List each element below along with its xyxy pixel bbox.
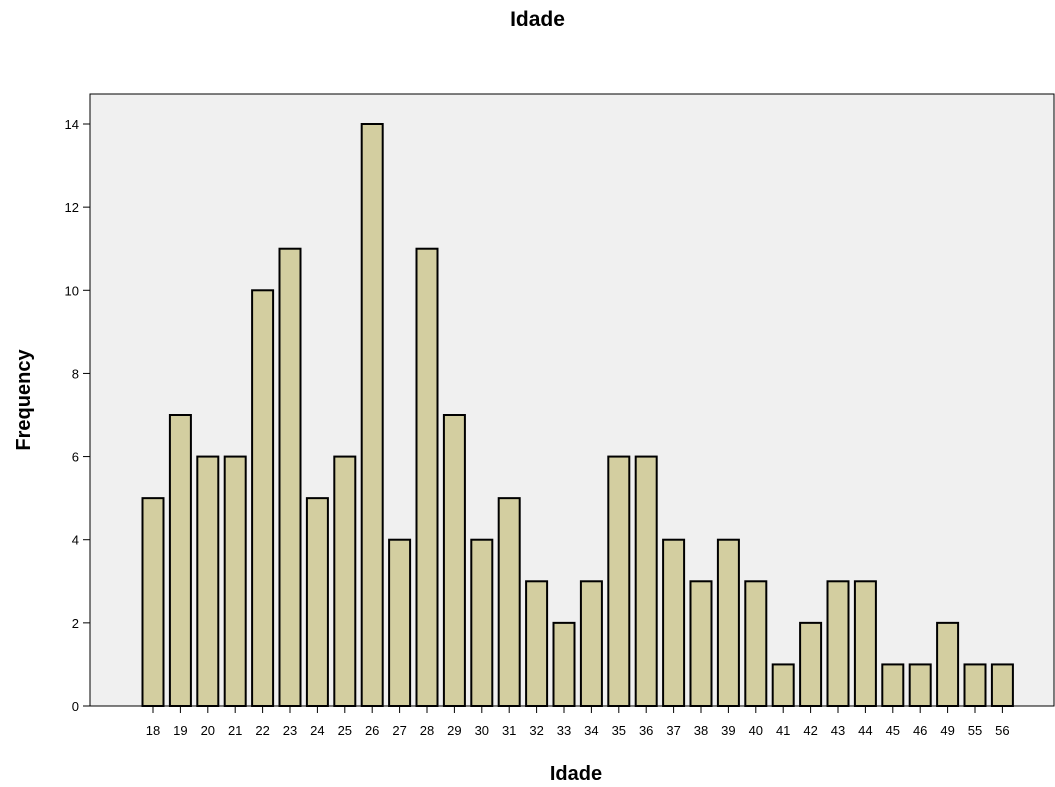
x-tick-label: 44 — [858, 723, 872, 738]
plot-area — [89, 93, 1055, 707]
x-tick-label: 19 — [173, 723, 187, 738]
x-tick-label: 21 — [228, 723, 242, 738]
bar-24 — [305, 497, 329, 707]
x-tick-label: 49 — [940, 723, 954, 738]
bar-21 — [223, 455, 247, 708]
bar-32 — [525, 580, 549, 707]
x-tick-label: 35 — [612, 723, 626, 738]
y-tick-label: 2 — [72, 616, 79, 631]
bar-39 — [716, 538, 740, 708]
x-tick-label: 43 — [831, 723, 845, 738]
bar-43 — [826, 580, 850, 707]
y-tick-label: 4 — [72, 533, 79, 548]
x-tick-label: 31 — [502, 723, 516, 738]
bar-28 — [415, 247, 439, 707]
bar-46 — [908, 663, 932, 708]
bar-31 — [497, 497, 521, 707]
bar-41 — [771, 663, 795, 708]
bar-35 — [607, 455, 631, 708]
bar-49 — [936, 621, 960, 707]
x-tick-label: 25 — [338, 723, 352, 738]
bar-45 — [881, 663, 905, 708]
x-tick-label: 29 — [447, 723, 461, 738]
bar-44 — [853, 580, 877, 707]
bar-34 — [579, 580, 603, 707]
x-tick-label: 24 — [310, 723, 324, 738]
x-tick-label: 39 — [721, 723, 735, 738]
bar-20 — [196, 455, 220, 708]
x-tick-label: 28 — [420, 723, 434, 738]
bar-30 — [470, 538, 494, 708]
x-tick-label: 18 — [146, 723, 160, 738]
bar-42 — [799, 621, 823, 707]
x-tick-label: 33 — [557, 723, 571, 738]
bar-56 — [990, 663, 1014, 708]
x-tick-label: 22 — [255, 723, 269, 738]
bar-38 — [689, 580, 713, 707]
bar-18 — [141, 497, 165, 707]
bar-33 — [552, 621, 576, 707]
x-tick-label: 20 — [201, 723, 215, 738]
x-tick-label: 56 — [995, 723, 1009, 738]
x-tick-label: 41 — [776, 723, 790, 738]
bar-40 — [744, 580, 768, 707]
y-tick-label: 6 — [72, 450, 79, 465]
x-tick-label: 45 — [886, 723, 900, 738]
x-tick-label: 23 — [283, 723, 297, 738]
y-tick-label: 12 — [65, 200, 79, 215]
x-tick-label: 32 — [529, 723, 543, 738]
x-tick-label: 34 — [584, 723, 598, 738]
bar-55 — [963, 663, 987, 708]
x-tick-label: 55 — [968, 723, 982, 738]
chart-title: Idade — [510, 8, 565, 31]
x-tick-label: 30 — [475, 723, 489, 738]
x-tick-label: 46 — [913, 723, 927, 738]
y-tick-label: 0 — [72, 699, 79, 714]
y-tick-label: 14 — [65, 117, 79, 132]
bar-29 — [442, 414, 466, 707]
x-tick-label: 38 — [694, 723, 708, 738]
y-axis-title: Frequency — [13, 349, 35, 451]
x-tick-label: 26 — [365, 723, 379, 738]
x-tick-label: 37 — [666, 723, 680, 738]
x-axis-title: Idade — [550, 763, 602, 785]
bar-25 — [333, 455, 357, 708]
bar-37 — [662, 538, 686, 708]
bar-27 — [388, 538, 412, 708]
x-tick-label: 36 — [639, 723, 653, 738]
bar-23 — [278, 247, 302, 707]
y-axis: 0 2 4 6 8 10 12 14 — [65, 117, 90, 714]
y-tick-label: 10 — [65, 283, 79, 298]
bar-26 — [360, 123, 384, 707]
y-tick-label: 8 — [72, 366, 79, 381]
x-tick-label: 42 — [803, 723, 817, 738]
bar-36 — [634, 455, 658, 708]
x-tick-label: 40 — [749, 723, 763, 738]
x-axis: 18 19 20 21 22 23 24 25 26 27 28 29 30 31 32 33 34 35 36 37… — [146, 706, 1010, 738]
bar-19 — [168, 414, 192, 707]
x-tick-label: 27 — [392, 723, 406, 738]
bar-22 — [251, 289, 275, 707]
